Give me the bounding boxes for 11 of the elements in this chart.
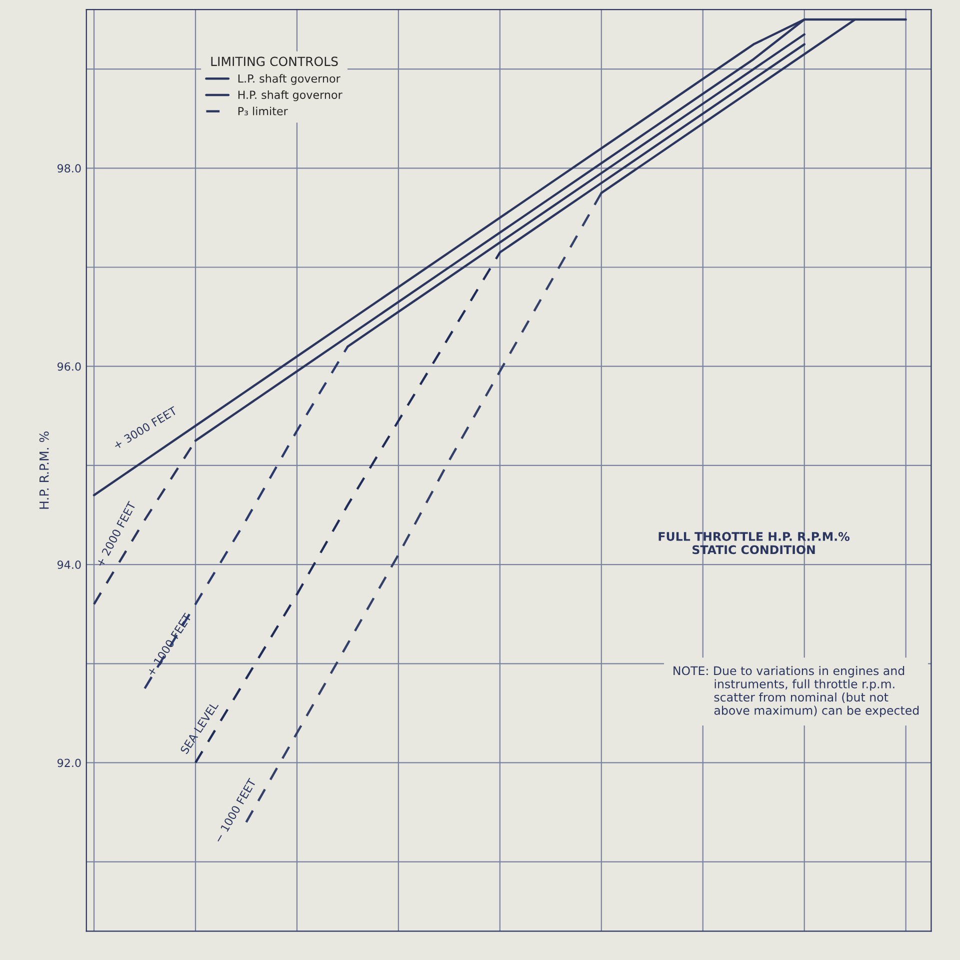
y-tick-label: 98.0: [58, 164, 81, 173]
legend-label: P₃ limiter: [238, 106, 288, 116]
y-tick-label: 94.0: [58, 560, 81, 569]
y-tick-label: 92.0: [58, 758, 81, 768]
y-tick-label: 96.0: [58, 362, 81, 371]
annotation: NOTE: Due to variations in engines and instruments, full throttle r.p.m. scatter from nominal (but not above maximum) can be expected: [674, 666, 919, 718]
legend-title: LIMITING CONTROLS: [211, 56, 338, 66]
legend-label: L.P. shaft governor: [238, 74, 340, 85]
legend-label: H.P. shaft governor: [238, 90, 342, 102]
annotation: + 2000 FEET: [96, 500, 136, 568]
y-axis-title: H.P. R.P.M. %: [39, 432, 49, 509]
